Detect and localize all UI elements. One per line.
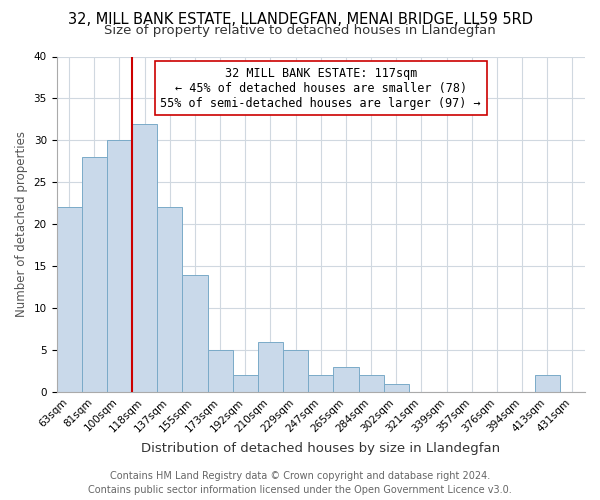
Bar bbox=[308, 375, 334, 392]
Bar bbox=[132, 124, 157, 392]
X-axis label: Distribution of detached houses by size in Llandegfan: Distribution of detached houses by size … bbox=[141, 442, 500, 455]
Bar bbox=[359, 375, 383, 392]
Bar bbox=[233, 375, 258, 392]
Bar bbox=[157, 208, 182, 392]
Bar bbox=[182, 274, 208, 392]
Bar bbox=[334, 367, 359, 392]
Text: 32 MILL BANK ESTATE: 117sqm
← 45% of detached houses are smaller (78)
55% of sem: 32 MILL BANK ESTATE: 117sqm ← 45% of det… bbox=[160, 66, 481, 110]
Bar bbox=[208, 350, 233, 392]
Bar bbox=[82, 157, 107, 392]
Y-axis label: Number of detached properties: Number of detached properties bbox=[15, 131, 28, 317]
Text: Contains HM Land Registry data © Crown copyright and database right 2024.
Contai: Contains HM Land Registry data © Crown c… bbox=[88, 471, 512, 495]
Bar bbox=[535, 375, 560, 392]
Text: Size of property relative to detached houses in Llandegfan: Size of property relative to detached ho… bbox=[104, 24, 496, 37]
Bar bbox=[258, 342, 283, 392]
Bar bbox=[56, 208, 82, 392]
Bar bbox=[383, 384, 409, 392]
Text: 32, MILL BANK ESTATE, LLANDEGFAN, MENAI BRIDGE, LL59 5RD: 32, MILL BANK ESTATE, LLANDEGFAN, MENAI … bbox=[67, 12, 533, 28]
Bar bbox=[283, 350, 308, 392]
Bar bbox=[107, 140, 132, 392]
